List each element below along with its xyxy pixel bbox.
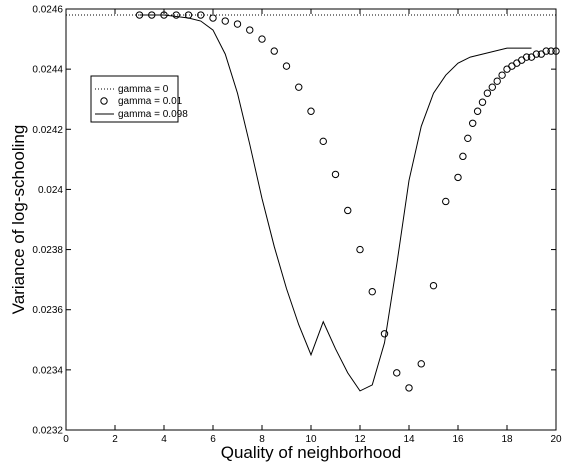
y-tick-label: 0.0244 [32, 65, 63, 76]
series-1-marker [532, 50, 541, 58]
x-tick-label: 8 [259, 434, 265, 445]
y-tick-label: 0.0234 [32, 365, 63, 376]
x-tick-label: 16 [452, 434, 464, 445]
series-1-marker [473, 107, 482, 115]
x-tick-label: 20 [550, 434, 562, 445]
series-1-marker [319, 137, 327, 146]
series-1-marker [307, 107, 315, 115]
x-tick-label: 12 [354, 434, 366, 445]
series-1-marker [459, 152, 467, 161]
x-tick-label: 4 [161, 434, 167, 445]
y-tick-label: 0.0232 [32, 426, 63, 437]
series-1-marker [295, 83, 303, 91]
series-1-marker [209, 14, 217, 22]
series-1-marker [233, 20, 242, 28]
series-1-marker [197, 11, 205, 19]
series-2-line [139, 14, 532, 392]
legend-marker-1 [100, 97, 108, 105]
x-tick-label: 0 [63, 434, 69, 445]
series-1-marker [344, 206, 352, 215]
series-1-marker [368, 287, 376, 296]
x-tick-label: 2 [112, 434, 118, 445]
y-tick-label: 0.0236 [32, 305, 63, 316]
x-tick-label: 6 [210, 434, 216, 445]
series-1-marker [258, 35, 266, 43]
x-tick-label: 18 [501, 434, 513, 445]
series-1-marker [493, 77, 501, 85]
legend-label-1: gamma = 0.01 [118, 96, 183, 107]
series-1-marker [552, 47, 560, 55]
legend-label-2: gamma = 0.098 [118, 109, 188, 120]
series-1-marker [221, 17, 229, 25]
series-1-marker [454, 173, 462, 182]
y-tick-label: 0.0242 [32, 125, 63, 136]
series-1-marker [464, 134, 472, 143]
y-axis-label: Variance of log-schooling [9, 125, 28, 315]
series-1-marker [469, 119, 477, 127]
series-1-marker [246, 26, 254, 34]
series-1-marker [282, 62, 291, 70]
y-tick-label: 0.024 [38, 185, 63, 196]
x-axis-label: Quality of neighborhood [221, 443, 402, 462]
series-1-marker [331, 170, 340, 179]
x-tick-label: 10 [305, 434, 317, 445]
plot-frame [65, 8, 557, 431]
series-1-marker [522, 53, 531, 61]
legend-label-0: gamma = 0 [118, 84, 169, 95]
series-1-marker [380, 330, 389, 338]
x-tick-label: 14 [403, 434, 415, 445]
series-layer [66, 11, 560, 392]
y-tick-label: 0.0238 [32, 245, 63, 256]
series-1-marker [547, 47, 555, 55]
series-1-marker [429, 281, 438, 290]
series-1-marker [478, 98, 487, 106]
series-1-marker [270, 47, 278, 55]
series-1-marker [542, 47, 550, 55]
series-1-marker [483, 89, 492, 97]
y-tick-label: 0.0246 [32, 5, 63, 16]
series-1-marker [356, 245, 364, 254]
series-1-marker [488, 83, 496, 91]
series-1-marker [442, 197, 450, 206]
series-1-marker [393, 369, 401, 377]
series-1-marker [498, 71, 506, 79]
series-1-marker [417, 360, 425, 368]
axis-ticks: 0 2 4 6 8 10 12 14 16 18 20 0.0232 0.0234 0.0236 0.023… [32, 5, 562, 446]
series-1-marker [405, 384, 413, 392]
series-1-marker [172, 11, 180, 19]
